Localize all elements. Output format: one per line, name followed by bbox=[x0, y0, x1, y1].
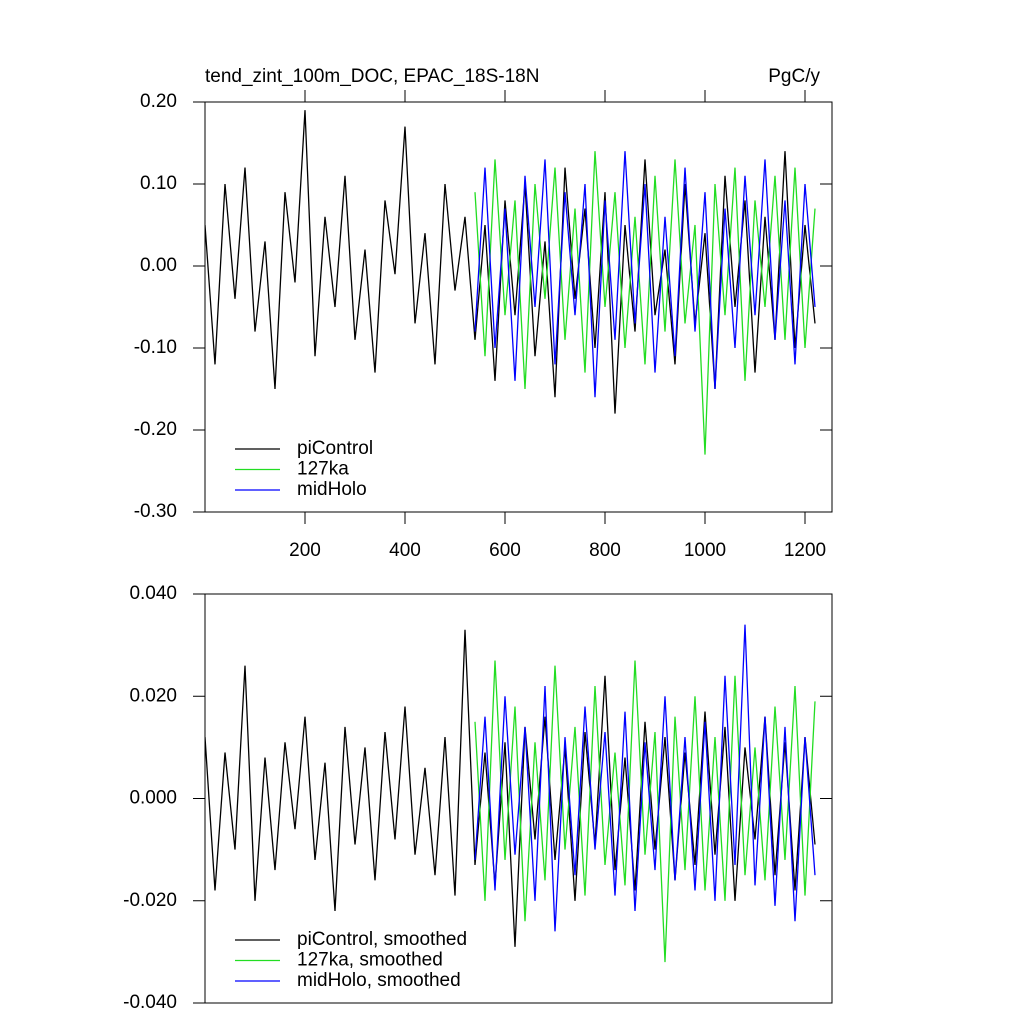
series-line bbox=[474, 151, 816, 455]
series-line bbox=[205, 629, 816, 947]
plot-area bbox=[205, 624, 816, 963]
x-tick-label: 200 bbox=[289, 540, 321, 561]
x-tick-label: 600 bbox=[489, 540, 521, 561]
legend-label: piControl, smoothed bbox=[297, 929, 467, 950]
y-tick-label: 0.040 bbox=[129, 583, 177, 604]
legend-label: 127ka, smoothed bbox=[297, 950, 443, 971]
plot-frame bbox=[204, 593, 833, 1004]
x-tick-label: 1200 bbox=[784, 540, 826, 561]
y-tick-label: 0.000 bbox=[129, 788, 177, 809]
x-tick-label: 1000 bbox=[684, 540, 726, 561]
y-tick-label: 0.00 bbox=[140, 255, 177, 276]
series-line bbox=[474, 151, 816, 398]
series-line bbox=[474, 624, 816, 932]
legend-label: midHolo, smoothed bbox=[297, 970, 461, 991]
legend-label: piControl bbox=[297, 438, 373, 459]
plot-frame bbox=[204, 101, 833, 513]
units-label: PgC/y bbox=[768, 66, 820, 87]
plot-area bbox=[205, 110, 816, 455]
y-tick-label: 0.10 bbox=[140, 173, 177, 194]
y-tick-label: -0.020 bbox=[123, 890, 177, 911]
series-line bbox=[474, 660, 816, 963]
y-tick-label: -0.10 bbox=[134, 337, 177, 358]
y-tick-label: -0.30 bbox=[134, 501, 177, 522]
y-tick-label: -0.20 bbox=[134, 419, 177, 440]
x-tick-label: 800 bbox=[589, 540, 621, 561]
y-tick-label: 0.20 bbox=[140, 91, 177, 112]
x-tick-label: 400 bbox=[389, 540, 421, 561]
legend-label: 127ka bbox=[297, 459, 349, 480]
y-tick-label: -0.040 bbox=[123, 992, 177, 1013]
legend-label: midHolo bbox=[297, 479, 367, 500]
y-tick-label: 0.020 bbox=[129, 685, 177, 706]
chart-title: tend_zint_100m_DOC, EPAC_18S-18N bbox=[205, 66, 539, 87]
